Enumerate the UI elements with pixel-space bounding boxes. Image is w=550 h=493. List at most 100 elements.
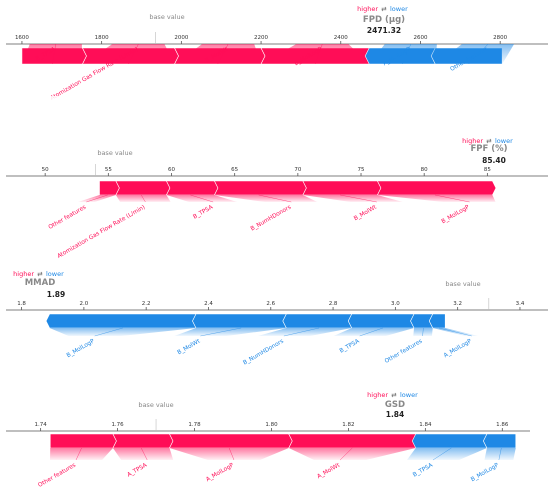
swap-arrows-icon: ⇄	[381, 5, 387, 13]
label-guide	[369, 44, 437, 64]
swap-arrows-icon: ⇄	[391, 391, 397, 399]
x-tick-label: 2.4	[204, 301, 213, 307]
bar-segment	[483, 433, 517, 449]
feature-label: B_MolWt	[177, 338, 202, 356]
legend-higher: higher	[367, 391, 388, 399]
feature-label: B_MolLogP	[470, 462, 500, 483]
legend-lower: lower	[46, 270, 64, 278]
label-leader-line	[283, 327, 320, 337]
feature-label: B_MolWt	[353, 204, 378, 222]
x-tick-label: 2200	[254, 35, 268, 41]
label-leader-line	[314, 43, 323, 65]
feature-label: B_TPSA	[339, 339, 361, 355]
feature-label: A_MolLogP	[205, 462, 235, 483]
x-tick-label: 2000	[174, 35, 188, 41]
feature-label: B_MolLogP	[441, 204, 471, 225]
bar-segment	[165, 180, 219, 196]
x-tick-label: 1.84	[419, 422, 432, 428]
x-tick-label: 3.4	[516, 301, 525, 307]
feature-label: Other features	[384, 339, 424, 365]
feature-label: B_NumHDonors	[242, 339, 284, 367]
label-leader-line	[468, 43, 489, 65]
label-guide	[214, 195, 318, 202]
bar-segment	[347, 313, 415, 329]
label-leader-line	[228, 447, 235, 461]
label-guide	[435, 44, 515, 64]
bar-segment	[428, 313, 446, 329]
label-guide	[302, 195, 403, 202]
bar-segment	[99, 180, 120, 196]
x-tick-label: 65	[231, 167, 238, 173]
feature-label: A_MolLogP	[443, 338, 473, 359]
output-value: 85.40	[482, 156, 506, 165]
bar-segment	[376, 180, 497, 196]
feature-label: B_NumHDonors	[250, 205, 292, 233]
x-tick-label: 2800	[493, 35, 507, 41]
label-leader-line	[432, 447, 452, 461]
label-guide	[174, 328, 287, 336]
legend-higher: higher	[357, 5, 378, 13]
output-value: 1.89	[47, 290, 66, 299]
label-leader-line	[86, 194, 108, 203]
label-guide	[49, 328, 197, 336]
bar-segment	[49, 433, 117, 449]
swap-arrows-icon: ⇄	[37, 270, 43, 278]
feature-label: B_TPSA	[192, 205, 214, 221]
feature-label: A_TPSA	[126, 463, 148, 479]
legend-higher: higher	[462, 137, 483, 145]
x-tick-label: 2400	[334, 35, 348, 41]
label-leader-line	[128, 43, 139, 65]
label-guide	[21, 44, 83, 64]
label-guide	[288, 448, 416, 460]
output-title: GSD	[385, 400, 405, 410]
bar-segment	[213, 180, 307, 196]
label-leader-line	[94, 327, 123, 337]
force-plot-4: 1.74 1.76 1.78 1.80 1.82 1.84 1.86 base value hi…	[6, 391, 530, 489]
label-guide	[112, 448, 174, 460]
x-tick-label: 75	[358, 167, 365, 173]
legend-lower: lower	[400, 391, 418, 399]
label-leader-line	[190, 194, 214, 203]
bar-segment	[45, 313, 197, 329]
label-leader-line	[340, 194, 377, 203]
x-tick-label: 1.82	[342, 422, 354, 428]
x-tick-label: 2.8	[329, 301, 338, 307]
x-tick-label: 3.0	[391, 301, 400, 307]
bar-segment	[169, 433, 293, 449]
label-leader-line	[217, 43, 229, 65]
label-leader-line	[422, 327, 424, 337]
feature-label: B_MolLogP	[66, 338, 96, 359]
output-title: FPF (%)	[470, 144, 507, 154]
label-guide	[50, 448, 113, 460]
label-guide	[169, 448, 289, 460]
base-value-label: base value	[97, 149, 132, 157]
x-tick-label: 60	[168, 167, 175, 173]
x-tick-label: 2600	[413, 35, 427, 41]
bar-segment	[411, 433, 488, 449]
label-guide	[333, 328, 415, 336]
label-guide	[257, 328, 352, 336]
force-plot-2: 50 55 60 65 70 75 80 85 base value higher ⇄ lowerFP…	[6, 137, 548, 260]
label-leader-line	[258, 194, 292, 203]
label-leader-line	[359, 327, 383, 337]
x-tick-label: 50	[42, 167, 49, 173]
force-plot-1: 1600 1800 2000 2200 2400 2600 2800 base value hi…	[6, 5, 548, 132]
output-value: 2471.32	[367, 26, 401, 35]
x-tick-label: 1600	[15, 35, 29, 41]
label-guide	[174, 44, 262, 64]
legend-higher: higher	[13, 270, 34, 278]
x-tick-label: 2.0	[79, 301, 88, 307]
bar-segment	[115, 180, 171, 196]
bar-segment	[282, 313, 353, 329]
label-leader-line	[200, 327, 242, 337]
label-guide	[377, 195, 496, 202]
label-leader-line	[434, 194, 470, 203]
x-tick-label: 1.80	[265, 422, 278, 428]
x-tick-label: 1.76	[111, 422, 124, 428]
legend-lower: lower	[390, 5, 408, 13]
legend-lower: lower	[495, 137, 513, 145]
x-tick-label: 2.2	[142, 301, 151, 307]
x-tick-label: 70	[294, 167, 301, 173]
base-value-label: base value	[149, 13, 184, 21]
feature-label: Other features	[48, 205, 88, 231]
